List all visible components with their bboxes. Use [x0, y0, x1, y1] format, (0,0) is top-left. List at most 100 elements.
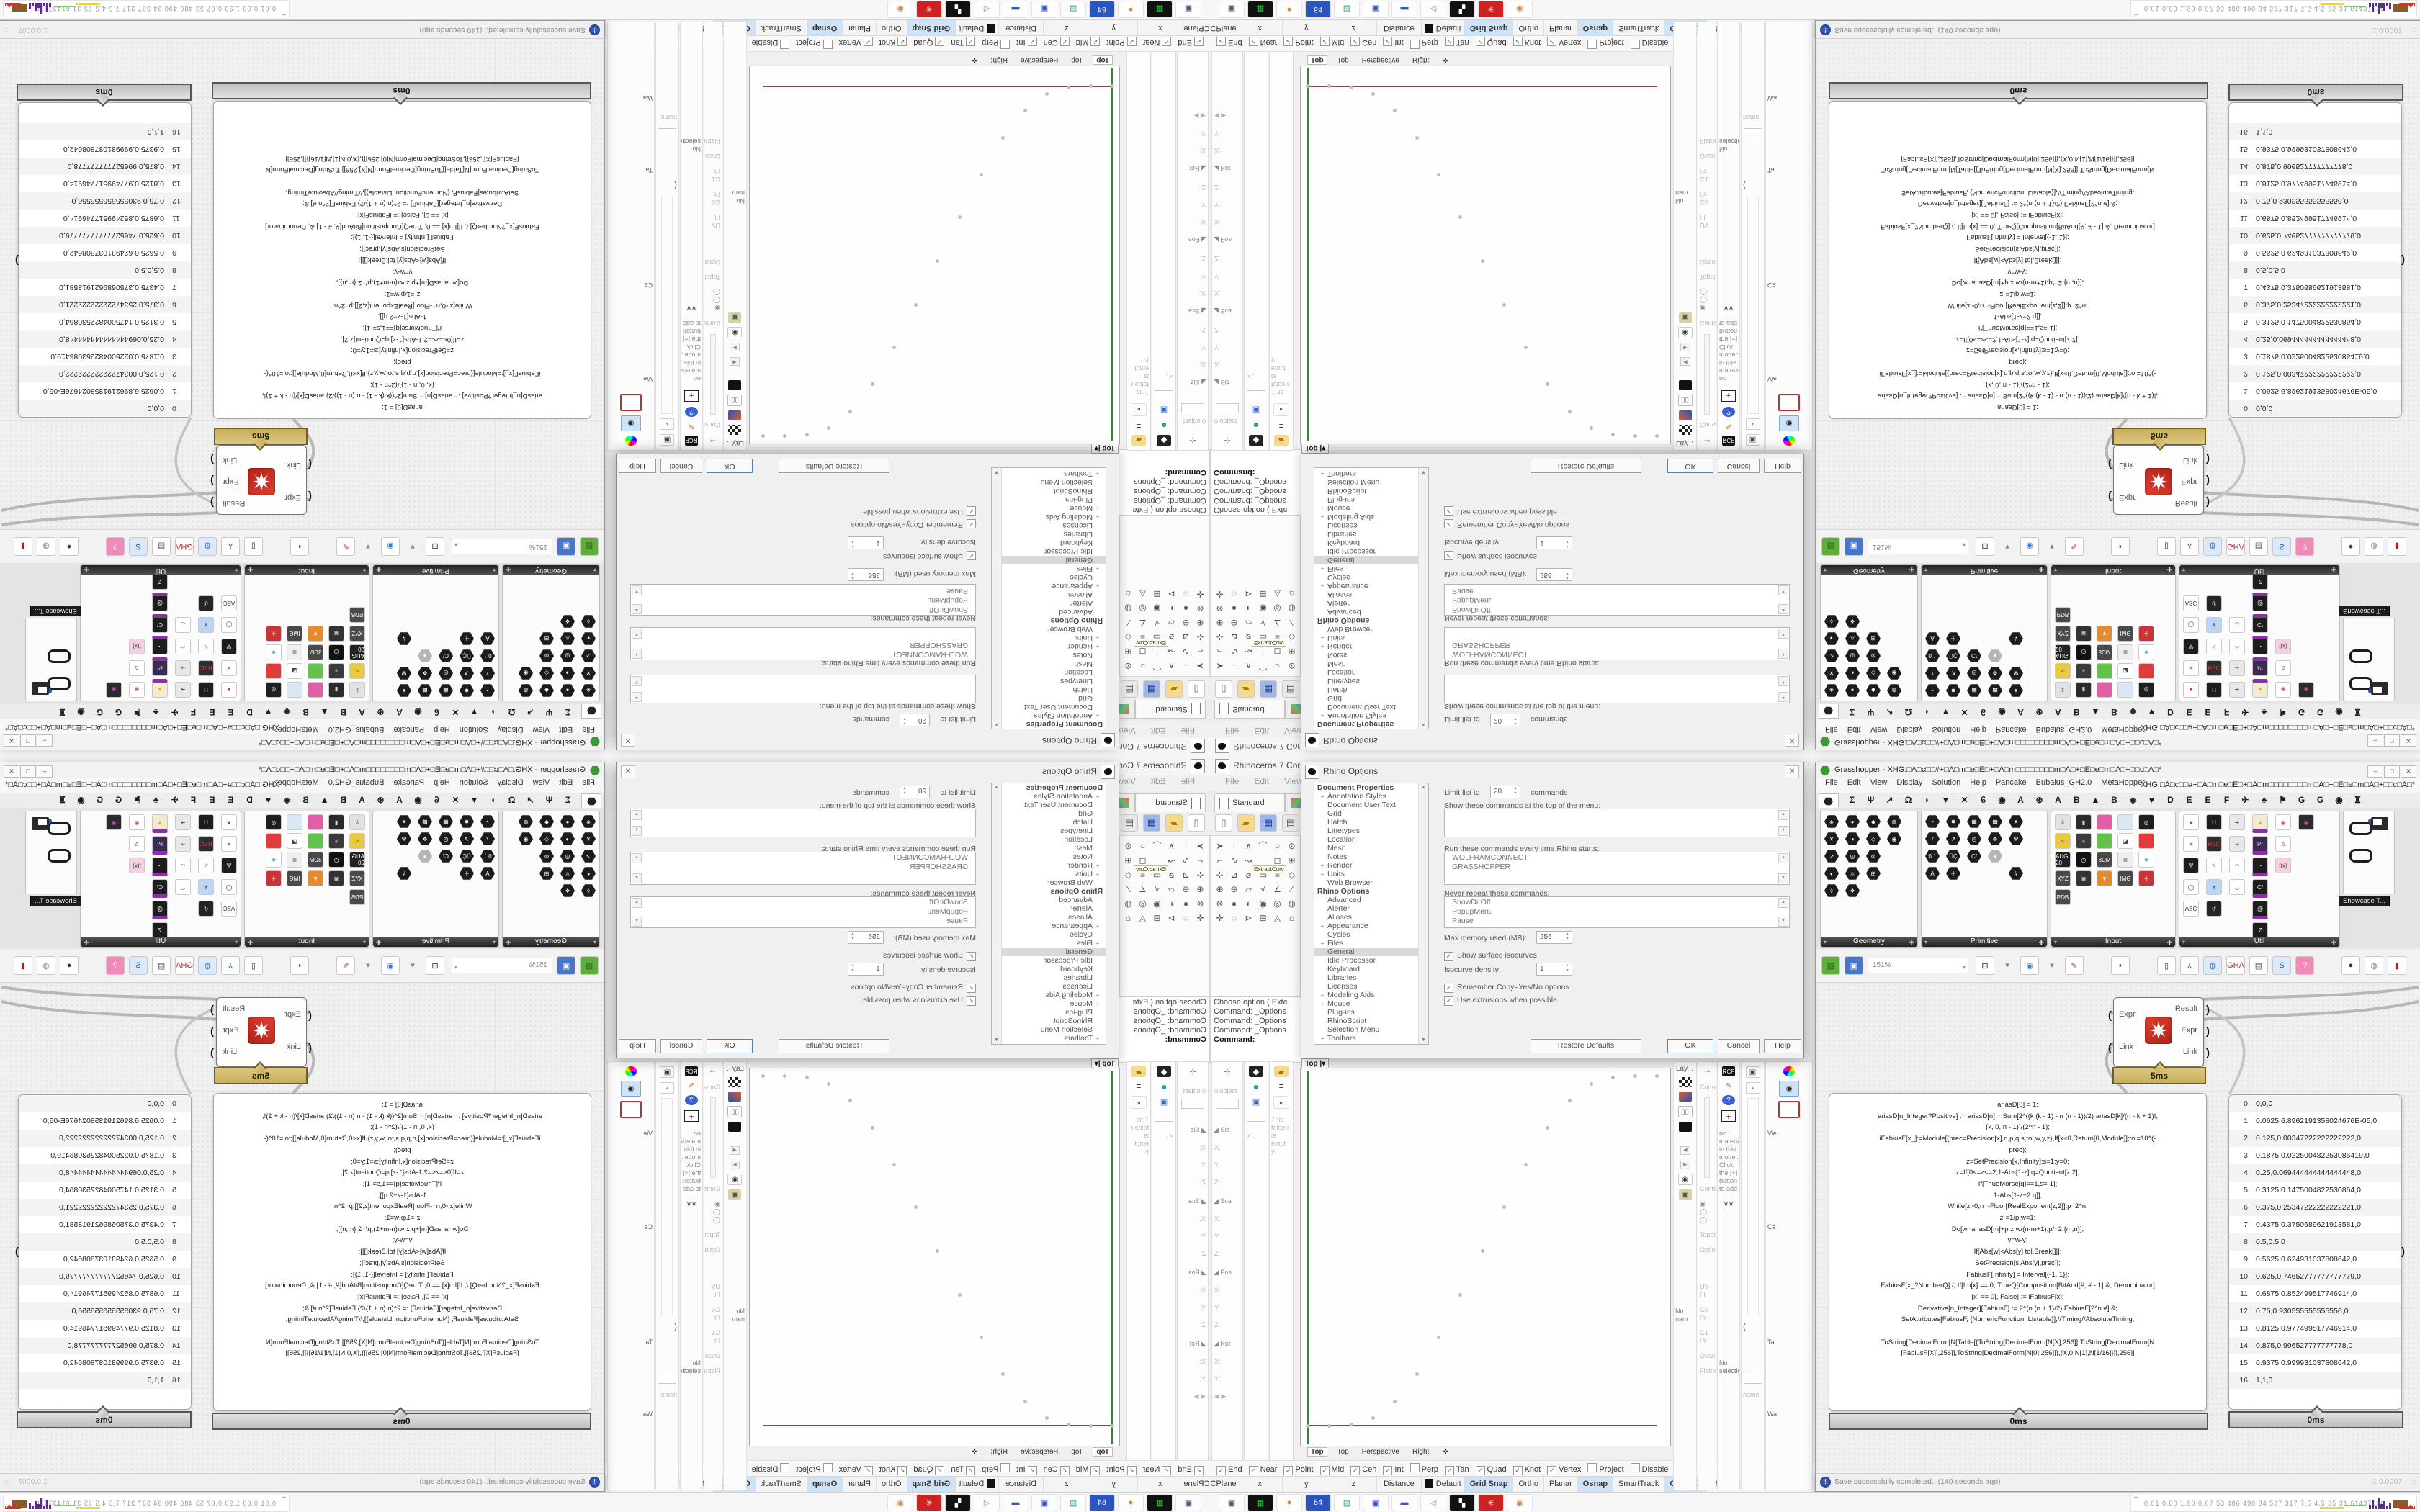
osnap-toggle[interactable]: ✓Point — [1283, 1465, 1314, 1475]
tree-item[interactable]: Location — [1327, 835, 1356, 844]
gh-toolbar-icon[interactable]: ✎ — [2065, 537, 2084, 556]
rhino-tool-icon[interactable]: ⌡ — [1260, 855, 1266, 865]
rhino-toolbar-icon[interactable]: ▤ — [1121, 680, 1138, 698]
tree-item[interactable]: Idle Processor — [1044, 956, 1093, 965]
component-icon[interactable]: Y — [2206, 617, 2222, 633]
tree-item[interactable]: Alerter — [1327, 599, 1350, 608]
checkbox[interactable]: ✓ — [1248, 1466, 1258, 1475]
rhino-tool-icon[interactable]: ◐ — [1168, 898, 1175, 909]
rhino-tool-icon[interactable]: ⊹ — [1216, 632, 1224, 643]
port-expr-out[interactable]: Expr — [223, 477, 239, 486]
component-icon[interactable]: ▼ — [308, 626, 323, 642]
taskbar-app-icon[interactable]: ▦ — [1247, 1494, 1273, 1511]
tree-item[interactable]: Notes — [1327, 651, 1348, 660]
component-icon[interactable]: Y — [2206, 879, 2222, 895]
gh-category-tab[interactable]: ◈ — [283, 795, 291, 805]
component-icon[interactable]: Ψ — [221, 639, 237, 654]
osnap-toggle[interactable]: ✓Tan — [1444, 1465, 1469, 1475]
component-icon[interactable]: ✛ — [2138, 870, 2154, 886]
scroll-up[interactable]: ▲ — [632, 649, 642, 659]
gh-category-tab[interactable]: ✈ — [2241, 795, 2249, 805]
values-output-nub[interactable]: ) — [15, 254, 19, 266]
osnap-toggle[interactable]: ✓End — [1216, 37, 1242, 47]
osnap-toggle[interactable]: ✓Quad — [1475, 1465, 1507, 1475]
gh-toolbar-icon[interactable]: GHA — [2226, 956, 2245, 975]
port-expr-out[interactable]: Expr — [2181, 1026, 2197, 1035]
osnap-toggle[interactable]: ✓Cen — [1044, 37, 1070, 47]
tree-item[interactable]: Location — [1327, 668, 1356, 677]
dialog-titlebar[interactable]: Rhino Options ✕ — [617, 762, 1119, 780]
component-icon[interactable] — [287, 682, 302, 698]
osnap-toggle[interactable]: Project — [796, 38, 833, 49]
component-icon[interactable]: ✳ — [2183, 660, 2199, 676]
gh-category-tab[interactable]: D — [2167, 707, 2174, 717]
port-link-out[interactable]: Link — [223, 456, 238, 464]
gh-category-tab[interactable]: Ψ — [545, 707, 553, 717]
gh-toolbar-icon[interactable]: ◉ — [381, 537, 400, 556]
viewport-tab[interactable]: Right — [1412, 56, 1430, 64]
tree-item[interactable]: Licenses — [1062, 982, 1093, 991]
tree-item[interactable]: Web Browser — [1327, 625, 1373, 634]
viewport-tab[interactable]: Top — [1307, 1447, 1327, 1457]
rhino-tool-icon[interactable]: ∿ — [1182, 855, 1190, 865]
tree-scrollbar[interactable]: ▲ ▼ — [1418, 783, 1428, 1044]
tree-item[interactable]: +Annotation Styles — [1034, 711, 1100, 720]
group-label-input[interactable]: ▾ Input ✚ — [245, 937, 369, 947]
help-button[interactable]: Help — [1764, 1039, 1801, 1053]
osnap-toggle[interactable]: Perp — [1410, 1463, 1438, 1474]
position-section[interactable]: ◢ Pos — [1214, 236, 1232, 243]
tree-item[interactable]: +Toolbars — [1064, 1034, 1100, 1043]
folder-icon[interactable]: ▰ — [1131, 1066, 1146, 1077]
component-icon[interactable]: ◠ — [175, 858, 191, 873]
rhino-tool-icon[interactable]: ◻ — [1273, 855, 1281, 865]
status-cplane[interactable]: CPlane — [1210, 19, 1238, 35]
viewport-rect-icon[interactable] — [1778, 1101, 1800, 1118]
gh-category-tab[interactable]: ⚑ — [2279, 707, 2287, 717]
output-port-nub[interactable]: ) — [2206, 496, 2210, 508]
gh-toolbar-icon[interactable]: ◗ — [290, 537, 309, 556]
checkbox[interactable]: ✓ — [1090, 1466, 1101, 1475]
minimize-button[interactable]: – — [2367, 765, 2383, 778]
taskbar-app-icon[interactable]: ▬ — [1392, 1, 1417, 18]
gh-toolbar-icon[interactable]: ▤ — [152, 537, 171, 556]
component-icon[interactable]: ◉ — [129, 682, 145, 698]
gh-toolbar-icon[interactable]: S — [2272, 537, 2291, 556]
gh-toolbar-icon[interactable]: ● — [2341, 537, 2360, 556]
rhino-tool-icon[interactable]: ◌ — [1183, 589, 1189, 600]
gh-menu-item[interactable]: Pancake — [1995, 778, 2027, 787]
save-icon-small[interactable]: ▣ — [1678, 312, 1692, 323]
input-port-nub[interactable]: ( — [2108, 490, 2112, 503]
component-icon[interactable]: 7 — [480, 832, 495, 846]
scroll-down[interactable]: ▼ — [632, 676, 642, 686]
maximize-button[interactable]: □ — [2384, 765, 2400, 778]
component-icon[interactable]: ● — [1988, 850, 2002, 863]
component-icon[interactable]: ◆ — [1866, 683, 1881, 698]
component-icon[interactable]: ✛ — [1946, 631, 1960, 646]
component-icon[interactable]: ● — [328, 663, 344, 679]
limit-spinner[interactable]: 20 ▴ ▾ — [900, 786, 930, 798]
group-label-geometry[interactable]: ▾ Geometry ✚ — [1821, 565, 1917, 575]
camera-tab-icon[interactable]: ◉ — [1779, 1081, 1799, 1097]
rhino-tool-icon[interactable]: ⌂ — [1289, 912, 1295, 923]
component-icon[interactable]: ◆ — [539, 683, 554, 698]
never-repeat-listbox[interactable]: ShowDirOff PopupMenu Pause ▲ ▼ — [1444, 896, 1790, 928]
status-x[interactable]: x — [1137, 1477, 1183, 1493]
output-port-nub[interactable]: ) — [2206, 474, 2210, 487]
rhino-tool-icon[interactable]: ↝ — [1168, 647, 1175, 657]
component-icon[interactable]: 7 — [1925, 666, 1940, 680]
tree-item[interactable]: Libraries — [1327, 530, 1357, 539]
tree-item[interactable]: Rhino Options — [1317, 887, 1370, 896]
status-toggle[interactable]: Planar — [842, 1477, 877, 1493]
checkbox[interactable]: ✓ — [1512, 1466, 1523, 1475]
rhino-toolbar-icon[interactable]: ▯ — [1188, 680, 1205, 698]
name-input[interactable] — [1181, 1099, 1204, 1109]
component-icon[interactable]: ▼ — [308, 870, 323, 886]
component-icon[interactable]: ✦ — [397, 814, 411, 829]
minimize-button[interactable]: – — [37, 765, 53, 778]
tree-item[interactable]: Notes — [1072, 651, 1093, 660]
gh-toolbar-icon[interactable]: GHA — [175, 956, 194, 975]
component-icon[interactable]: C/ — [1967, 850, 1981, 863]
group-label-input[interactable]: ▾ Input ✚ — [2051, 937, 2175, 947]
gh-toolbar-icon[interactable]: ▨ — [1821, 537, 1840, 556]
component-icon[interactable]: ÜÇ — [460, 649, 474, 663]
